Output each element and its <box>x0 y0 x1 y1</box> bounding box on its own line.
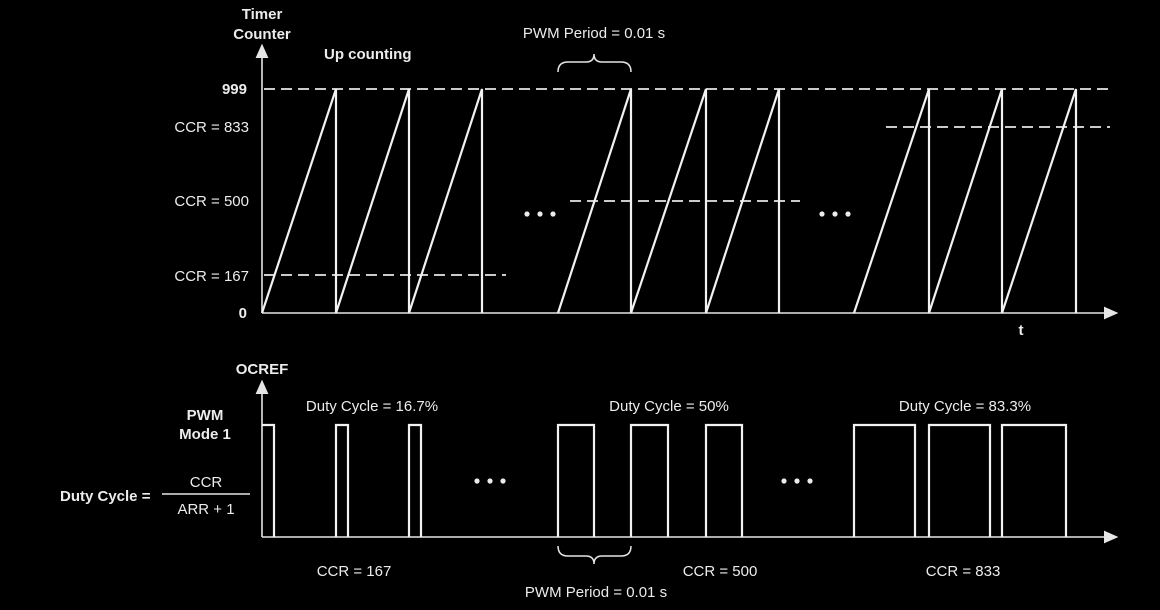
tick-ccr-833: CCR = 833 <box>174 119 249 136</box>
formula-lhs: Duty Cycle = <box>60 488 151 505</box>
ccr-label-group-1: CCR = 167 <box>317 563 392 580</box>
duty-label-group-1: Duty Cycle = 16.7% <box>306 398 438 415</box>
counter-ellipsis-2 <box>819 211 851 217</box>
sawtooth-group-1 <box>260 88 484 314</box>
counter-y-title-line1: Timer <box>242 6 283 23</box>
formula-numerator: CCR <box>190 474 223 491</box>
bottom-period-label: PWM Period = 0.01 s <box>525 584 667 601</box>
pwm-pulses-group-3 <box>852 423 1068 537</box>
top-period-label: PWM Period = 0.01 s <box>523 25 665 42</box>
pwm-pulses-group-1 <box>262 423 423 537</box>
duty-label-group-3: Duty Cycle = 83.3% <box>899 398 1031 415</box>
pwm-mode-line2: Mode 1 <box>179 426 231 443</box>
top-period-brace <box>557 53 632 73</box>
ocref-panel: OCREF PWM Mode 1 Duty Cycle = CCR ARR + … <box>60 361 1119 601</box>
tick-ccr-500: CCR = 500 <box>174 193 249 210</box>
sawtooth-group-2 <box>556 88 781 314</box>
timer-counter-panel: Timer Counter Up counting t 999 CCR = 83… <box>174 6 1119 339</box>
ccr-label-group-3: CCR = 833 <box>926 563 1001 580</box>
formula-denominator: ARR + 1 <box>177 501 234 518</box>
pwm-pulses-group-2 <box>556 423 744 537</box>
ccr-label-group-2: CCR = 500 <box>683 563 758 580</box>
duty-label-group-2: Duty Cycle = 50% <box>609 398 729 415</box>
pwm-mode-line1: PWM <box>187 407 224 424</box>
counter-ellipsis-1 <box>524 211 556 217</box>
pwm-ellipsis-2 <box>781 478 813 484</box>
time-axis-label: t <box>1019 322 1024 339</box>
sawtooth-group-3 <box>852 88 1078 314</box>
counter-y-title-line2: Counter <box>233 26 291 43</box>
up-counting-label: Up counting <box>324 46 411 63</box>
ocref-title: OCREF <box>236 361 289 378</box>
tick-ccr-167: CCR = 167 <box>174 268 249 285</box>
bottom-period-brace <box>557 545 632 565</box>
pwm-ellipsis-1 <box>474 478 506 484</box>
tick-zero: 0 <box>239 305 247 322</box>
tick-999: 999 <box>222 81 247 98</box>
